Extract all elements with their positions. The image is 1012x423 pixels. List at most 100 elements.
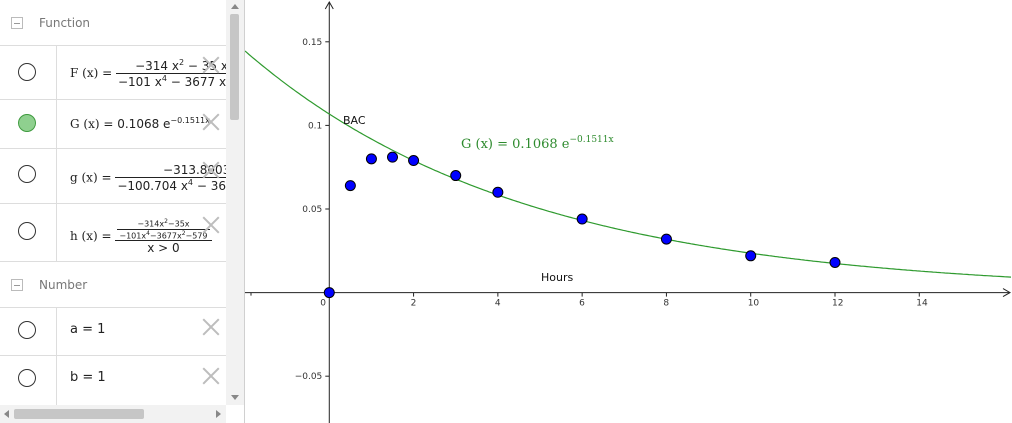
visibility-toggle-G[interactable] (18, 114, 36, 132)
scroll-left-arrow-icon[interactable] (4, 410, 9, 418)
vertical-scroll-thumb[interactable] (230, 14, 239, 120)
collapse-function-section-icon[interactable] (11, 16, 23, 29)
curve-label-exp: −0.1511x (569, 135, 613, 145)
scroll-up-arrow-icon[interactable] (231, 4, 239, 9)
marble-cell-b (0, 356, 57, 405)
visibility-toggle-F[interactable] (18, 63, 36, 81)
data-point[interactable] (323, 287, 335, 299)
data-point[interactable] (365, 153, 377, 165)
denominator-F-tail: − 3677 x (166, 75, 226, 89)
x-tick-label: 4 (495, 299, 501, 309)
inner-denominator-h-exp: 4 (146, 229, 150, 237)
data-point[interactable] (492, 186, 504, 198)
denominator-F-text: −101 x (117, 75, 162, 89)
inner-denominator-h-tail: −579 (185, 231, 208, 241)
x-tick-label: 12 (832, 299, 843, 309)
data-point[interactable] (408, 155, 420, 167)
visibility-toggle-a[interactable] (18, 321, 36, 339)
y-axis-arrow-icon (324, 0, 334, 10)
x-tick-label: 10 (748, 299, 760, 309)
body-G: 0.1068 e (117, 117, 171, 131)
delete-a-icon[interactable] (202, 318, 220, 336)
expression-b[interactable]: b = 1 (70, 370, 106, 385)
algebra-view: Function F (x) = −314 x2 − 35 x −101 x4 … (0, 0, 245, 423)
data-point[interactable] (387, 151, 398, 163)
x-axis-arrow-icon (1002, 288, 1012, 298)
y-tick-label: 0.05 (302, 205, 322, 215)
lhs-g: g (x) = (70, 170, 112, 185)
x-tick-label: 6 (579, 299, 585, 309)
data-point[interactable] (829, 256, 841, 268)
condition-h: x > 0 (115, 240, 212, 255)
inner-denominator-h-mid: −3677x (149, 231, 182, 241)
horizontal-scroll-thumb[interactable] (14, 409, 144, 419)
algebra-vertical-scrollbar[interactable] (226, 0, 244, 405)
inner-denominator-h-mid-exp: 2 (181, 229, 186, 237)
inner-numerator-h-tail: −35x (167, 219, 190, 229)
curve-label-G[interactable]: G (x) = 0.1068 e−0.1511x (461, 135, 614, 152)
marble-cell-a (0, 308, 57, 355)
expression-h[interactable]: h (x) = −314x2−35x −101x4−3677x2−579 x >… (70, 218, 212, 255)
number-section-label: Number (39, 277, 88, 292)
data-point[interactable] (344, 180, 356, 192)
function-section-header[interactable]: Function (0, 0, 226, 46)
graph-canvas[interactable]: 0 2 4 6 8 10 12 14 −0.05 0.05 0.1 0.15 BAC Hours G … (245, 0, 1012, 423)
algebra-row-h[interactable]: h (x) = −314x2−35x −101x4−3677x2−579 x >… (0, 204, 226, 262)
denominator-F: −101 x4 − 3677 x2 − (115, 73, 226, 89)
x-tick-label: 2 (411, 299, 417, 309)
piecewise-h: −314x2−35x −101x4−3677x2−579 x > 0 (115, 218, 212, 255)
denominator-g-tail: − 3677 (196, 179, 226, 193)
x-tick-label: 8 (663, 299, 669, 309)
inner-fraction-h: −314x2−35x −101x4−3677x2−579 (117, 218, 210, 241)
delete-b-icon[interactable] (202, 367, 220, 385)
y-axis-label: BAC (343, 114, 366, 127)
inner-numerator-h-text: −314x (137, 219, 165, 229)
lhs-G: G (x) = (70, 117, 114, 131)
algebra-row-b[interactable]: b = 1 (0, 356, 226, 405)
algebra-row-a[interactable]: a = 1 (0, 308, 226, 356)
inner-numerator-h: −314x2−35x (117, 218, 209, 229)
number-section-header[interactable]: Number (0, 262, 226, 308)
data-point[interactable] (450, 170, 462, 182)
x-tick-label: 0 (320, 299, 326, 309)
data-point[interactable] (660, 233, 672, 245)
scroll-down-arrow-icon[interactable] (231, 395, 239, 400)
denominator-F-exp: 4 (161, 74, 167, 83)
lhs-h: h (x) = (70, 229, 112, 244)
marble-cell-G (0, 100, 57, 148)
denominator-g-exp: 4 (187, 178, 194, 187)
algebra-row-g[interactable]: g (x) = −313.8003 x −100.704 x4 − 3677 (0, 149, 226, 204)
algebra-row-F[interactable]: F (x) = −314 x2 − 35 x −101 x4 − 3677 x2… (0, 46, 226, 100)
marble-cell-g (0, 149, 57, 203)
y-tick-label: 0.15 (302, 38, 322, 48)
inner-denominator-h: −101x4−3677x2−579 (117, 228, 210, 241)
marble-cell-F (0, 46, 57, 99)
marble-cell-h (0, 204, 57, 261)
x-axis-label: Hours (541, 271, 573, 284)
expression-a[interactable]: a = 1 (70, 322, 106, 337)
delete-h-icon[interactable] (202, 216, 220, 234)
delete-G-icon[interactable] (202, 113, 220, 131)
numerator-F-text: −314 x (135, 59, 179, 73)
denominator-g-text: −100.704 x (117, 179, 188, 193)
x-tick-label: 14 (916, 299, 928, 309)
inner-denominator-h-text: −101x (119, 231, 147, 241)
expression-G[interactable]: G (x) = 0.1068 e−0.1511x (70, 116, 210, 131)
collapse-number-section-icon[interactable] (11, 278, 23, 291)
algebra-row-G[interactable]: G (x) = 0.1068 e−0.1511x (0, 100, 226, 149)
graphics-view[interactable]: 0 2 4 6 8 10 12 14 −0.05 0.05 0.1 0.15 BAC Hours G … (245, 0, 1012, 423)
lhs-F: F (x) = (70, 66, 113, 80)
scroll-right-arrow-icon[interactable] (216, 410, 221, 418)
delete-g-icon[interactable] (202, 161, 220, 179)
data-point[interactable] (745, 250, 757, 262)
y-tick-label: −0.05 (295, 372, 323, 382)
curve-G[interactable] (245, 50, 1012, 278)
algebra-horizontal-scrollbar[interactable] (0, 405, 226, 423)
data-point[interactable] (576, 213, 588, 225)
y-tick-label: 0.1 (308, 121, 322, 131)
visibility-toggle-h[interactable] (18, 222, 36, 240)
visibility-toggle-b[interactable] (18, 369, 36, 387)
inner-numerator-h-exp: 2 (164, 218, 168, 225)
visibility-toggle-g[interactable] (18, 165, 36, 183)
delete-F-icon[interactable] (202, 56, 220, 74)
